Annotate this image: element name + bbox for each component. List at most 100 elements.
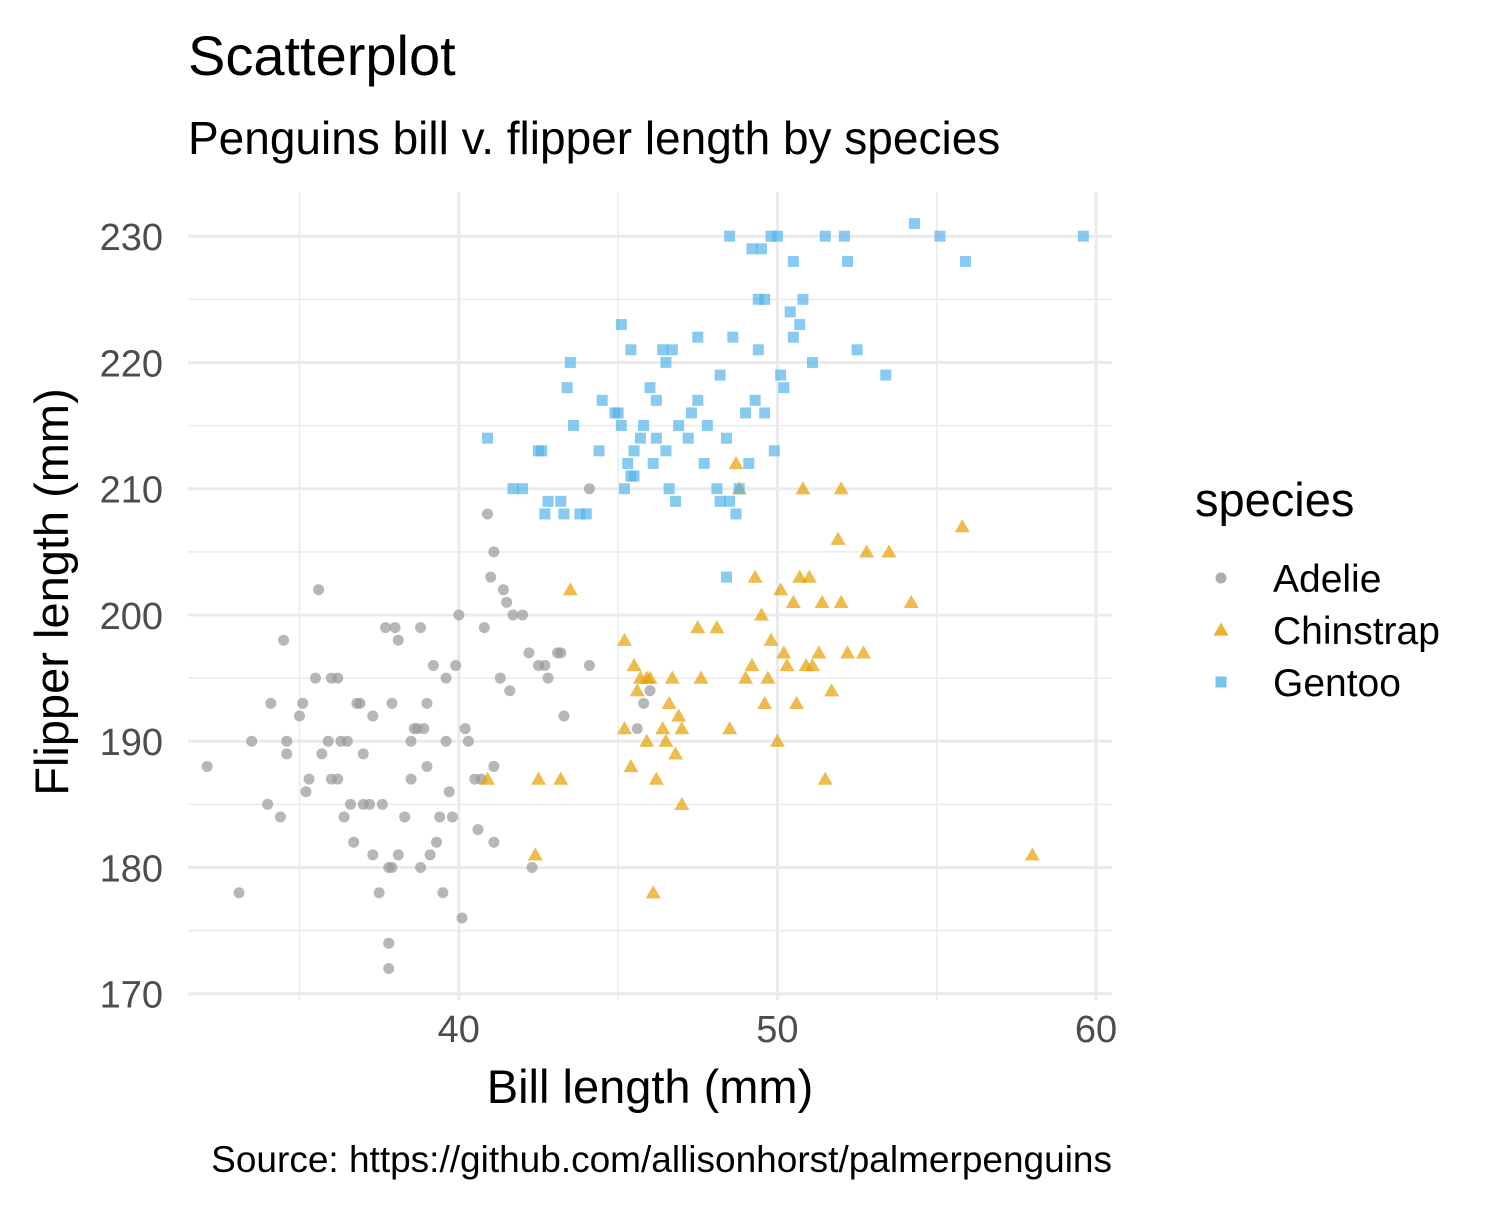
point-adelie [421,697,433,709]
point-gentoo [765,230,777,242]
point-adelie [456,912,468,924]
point-gentoo [482,432,494,444]
point-adelie [644,685,656,697]
point-chinstrap [658,733,674,747]
point-gentoo [555,495,567,507]
point-chinstrap [553,771,569,785]
point-chinstrap [785,594,801,608]
point-adelie [542,672,554,684]
point-adelie [294,710,306,722]
point-gentoo [771,230,783,242]
point-adelie [399,811,411,823]
point-gentoo [593,445,605,457]
legend: species Adelie Chinstrap Gentoo [1195,473,1440,705]
point-adelie [367,849,379,861]
point-chinstrap [769,733,785,747]
point-adelie [494,672,506,684]
point-adelie [316,748,328,760]
point-chinstrap [655,721,671,735]
point-adelie [386,697,398,709]
point-gentoo [517,483,529,495]
y-tick-label: 190 [100,722,163,764]
point-gentoo [740,407,752,419]
y-axis-label: Flipper length (mm) [25,388,78,795]
point-gentoo [743,457,755,469]
point-adelie [415,622,427,634]
point-gentoo [650,432,662,444]
point-adelie [367,710,379,722]
point-adelie [262,798,274,810]
point-gentoo [768,445,780,457]
point-chinstrap [527,847,543,861]
point-chinstrap [738,670,754,684]
point-adelie [443,786,455,798]
point-adelie [415,861,427,873]
legend-title: species [1195,473,1354,526]
point-gentoo [596,394,608,406]
y-tick-label: 230 [100,217,163,259]
point-adelie [408,723,420,735]
point-chinstrap [954,519,970,533]
point-gentoo [615,319,627,331]
point-chinstrap [776,645,792,659]
point-chinstrap [562,582,578,596]
point-adelie [517,609,529,621]
point-chinstrap [674,796,690,810]
point-gentoo [542,495,554,507]
point-chinstrap [792,569,808,583]
point-gentoo [701,420,713,432]
point-adelie [583,659,595,671]
point-gentoo [724,495,736,507]
point-gentoo [650,394,662,406]
point-gentoo [714,369,726,381]
point-gentoo [730,508,742,520]
y-tick-label: 220 [100,343,163,385]
point-gentoo [507,483,519,495]
point-adelie [303,773,315,785]
point-chinstrap [671,708,687,722]
point-chinstrap [617,721,633,735]
point-gentoo [628,445,640,457]
point-gentoo [692,394,704,406]
point-adelie [309,672,321,684]
point-adelie [462,735,474,747]
point-gentoo [733,483,745,495]
legend-label-adelie: Adelie [1273,558,1381,601]
point-chinstrap [728,455,744,470]
point-adelie [313,584,325,596]
point-adelie [453,609,465,621]
point-chinstrap [811,645,827,659]
point-gentoo [752,293,764,305]
point-gentoo [787,331,799,343]
x-axis-ticks: 40 50 60 [438,1009,1118,1051]
point-adelie [386,861,398,873]
point-chinstrap [795,481,811,495]
point-adelie [488,760,500,772]
point-gentoo [634,432,646,444]
point-gentoo [612,407,624,419]
point-adelie [297,697,309,709]
point-gentoo [660,356,672,368]
x-tick-label: 50 [756,1009,798,1051]
point-gentoo [673,420,685,432]
point-adelie [201,760,213,772]
point-adelie [418,723,430,735]
point-gentoo [711,483,723,495]
legend-label-chinstrap: Chinstrap [1273,610,1440,653]
point-adelie [354,697,366,709]
point-gentoo [724,230,736,242]
point-gentoo [644,382,656,394]
point-gentoo [727,331,739,343]
point-adelie [348,836,360,848]
point-gentoo [842,255,854,267]
point-adelie [488,546,500,558]
point-adelie [440,735,452,747]
point-gentoo [564,356,576,368]
x-axis-label: Bill length (mm) [487,1060,813,1113]
y-tick-label: 180 [100,848,163,890]
point-chinstrap [763,632,779,646]
point-gentoo [806,356,818,368]
point-gentoo [539,508,551,520]
point-gentoo [660,445,672,457]
